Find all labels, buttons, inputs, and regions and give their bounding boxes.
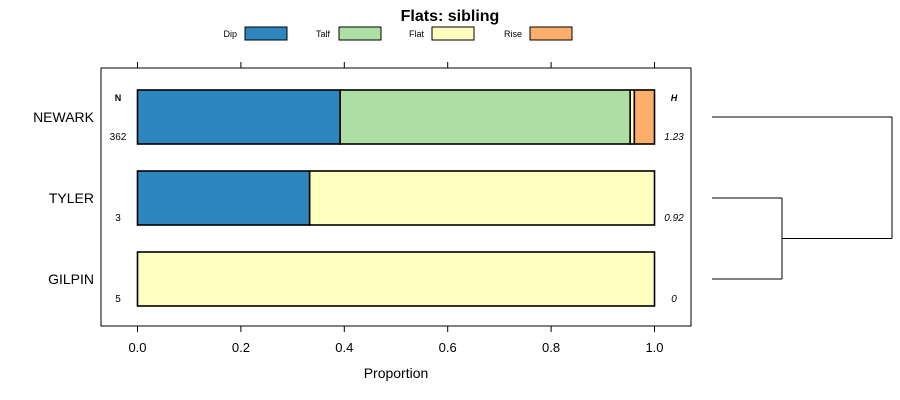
legend-label-flat: Flat [409,29,425,39]
plot-frame [100,67,692,327]
chart-title: Flats: sibling [401,8,500,25]
bar-segment-dip [136,170,311,226]
legend-swatch-flat [431,26,475,41]
legend-label-rise: Rise [504,29,522,39]
h-value: 0 [671,294,677,305]
row-label: GILPIN [48,271,94,287]
n-value: 5 [115,294,121,305]
legend: Dip Talf Flat Rise [223,26,573,41]
x-axis-label: Proportion [364,365,429,381]
bar-row-newark: NEWARK 362 1.23 [33,89,684,145]
top-axis-ticks [137,62,655,68]
dendrogram [712,116,893,280]
x-tick-label: 0.0 [128,340,146,355]
x-tick-label: 0.4 [335,340,353,355]
legend-swatch-talf [338,26,382,41]
x-axis: 0.0 0.2 0.4 0.6 0.8 1.0 [128,326,664,355]
x-tick-label: 0.8 [542,340,560,355]
bar-segment-flat [136,251,656,307]
legend-label-dip: Dip [223,29,237,39]
row-label: NEWARK [33,109,95,125]
legend-swatch-rise [529,26,573,41]
bar-segment-rise [633,89,656,145]
legend-label-talf: Talf [316,29,331,39]
x-tick-label: 0.2 [232,340,250,355]
bar-segment-talf [339,89,632,145]
n-value: 3 [115,213,121,224]
x-tick-label: 1.0 [645,340,663,355]
h-value: 1.23 [664,132,684,143]
h-value: 0.92 [664,213,684,224]
bar-row-gilpin: GILPIN 5 0 [48,251,677,307]
row-label: TYLER [49,190,94,206]
bar-segment-flat [308,170,656,226]
bar-segment-dip [136,89,341,145]
legend-swatch-dip [244,26,288,41]
bar-row-tyler: TYLER 3 0.92 [49,170,684,226]
bar-rows: NEWARK 362 1.23 TYLER 3 0.92 GILPIN 5 0 [33,89,684,307]
n-value: 362 [110,132,127,143]
x-tick-label: 0.6 [439,340,457,355]
h-column-header: H [671,93,678,103]
n-column-header: N [115,93,122,103]
